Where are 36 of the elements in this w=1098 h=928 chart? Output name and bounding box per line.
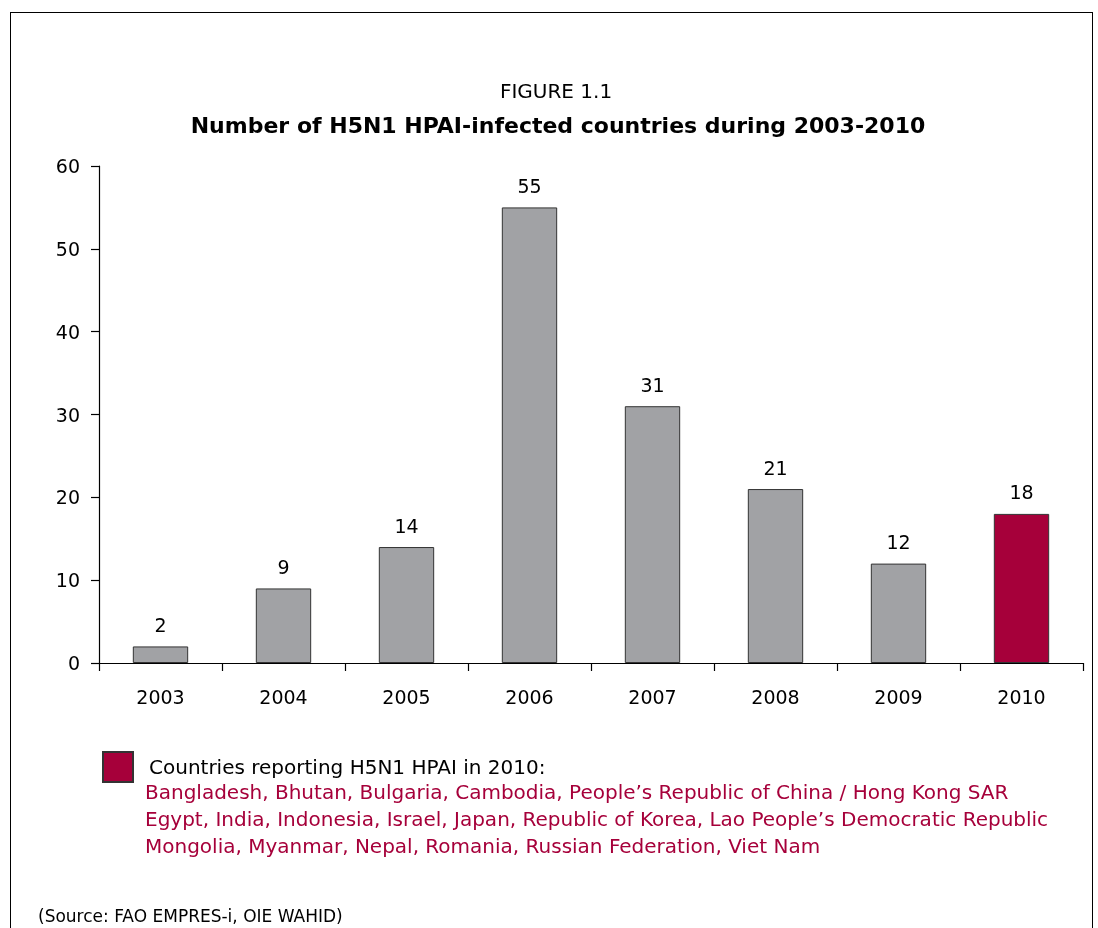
- bar: [378, 547, 435, 663]
- text: Bangladesh, Bhutan, Bulgaria, Cambodia, People’s Republic of China / Hong Kong SAR Egypt, India, Indonesia, Israel, Japan, Republic of Korea, Lao People’s Democratic Republic Mongolia, Myanmar, Nepal, Romania, Russian Federation, Viet Nam: [145, 779, 1049, 858]
- legend-label: Countries reporting H5N1 HPAI in 2010:: [149, 755, 546, 779]
- x-tick-label: 2004: [259, 685, 308, 708]
- x-tick-label: 2003: [136, 685, 185, 708]
- x-tick-label: 2008: [751, 685, 800, 708]
- x-tick-label: 2010: [997, 685, 1046, 708]
- x-tick-label: 2005: [382, 685, 431, 708]
- text: (Source: FAO EMPRES-i, OIE WAHID): [38, 905, 343, 926]
- bar: [870, 563, 927, 663]
- y-tick-label: 50: [55, 237, 80, 260]
- bar: [132, 646, 189, 663]
- chart-title: FIGURE 1.1: [499, 79, 613, 103]
- data-label: 31: [640, 373, 665, 396]
- chart-subtitle: Number of H5N1 HPAI-infected countries during 2003-2010: [190, 112, 926, 138]
- y-tick-label: 40: [55, 320, 80, 343]
- data-label: 55: [517, 174, 542, 197]
- data-label: 12: [886, 531, 911, 554]
- x-tick-label: 2007: [628, 685, 677, 708]
- data-label: 9: [277, 555, 290, 578]
- y-tick-label: 10: [55, 569, 80, 592]
- y-tick-label: 60: [55, 155, 80, 177]
- data-label: 2: [154, 613, 167, 636]
- bar: [747, 489, 804, 663]
- bar: [993, 513, 1050, 663]
- y-tick-label: 0: [67, 652, 80, 674]
- x-tick-label: 2006: [505, 685, 554, 708]
- data-label: 21: [763, 456, 788, 479]
- data-label: 14: [394, 514, 419, 537]
- bar: [501, 207, 558, 663]
- y-tick-label: 30: [55, 403, 80, 426]
- y-tick-label: 20: [55, 486, 80, 509]
- data-label: 18: [1009, 481, 1034, 504]
- x-tick-label: 2009: [874, 685, 923, 708]
- bar: [255, 588, 312, 663]
- bar: [624, 406, 681, 663]
